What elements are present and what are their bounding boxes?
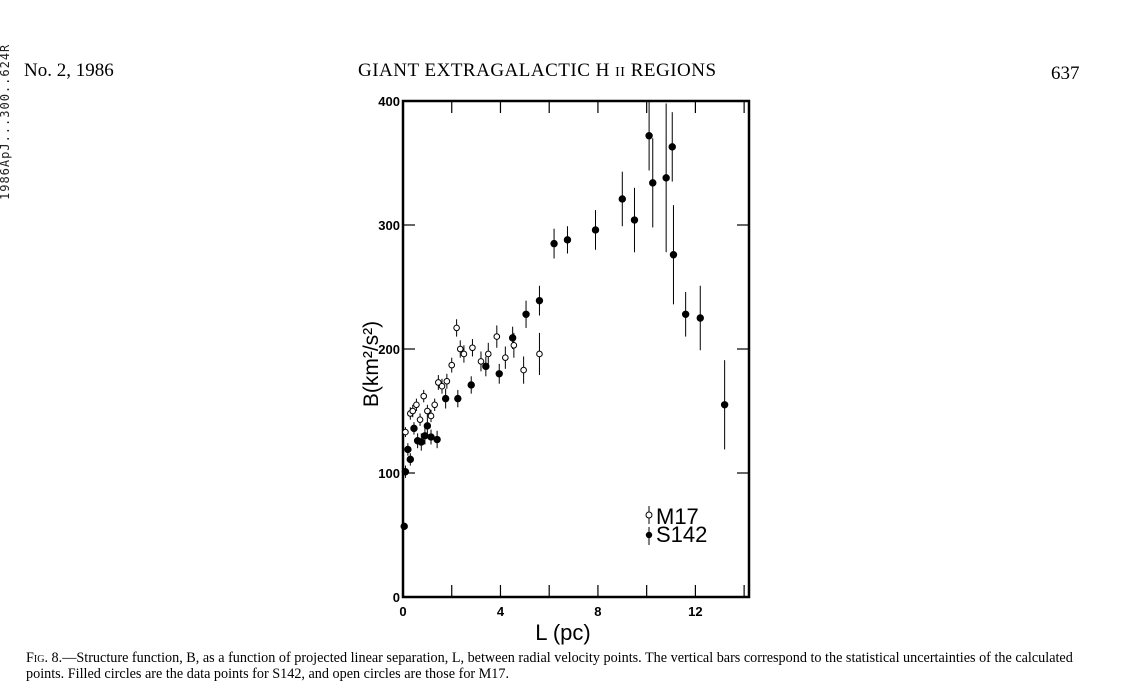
y-tick-label: 200 bbox=[378, 342, 400, 357]
s142-data-point bbox=[681, 310, 690, 318]
y-tick-label: 0 bbox=[393, 590, 400, 605]
chart-legend: M17 S142 bbox=[645, 504, 707, 547]
legend-s142-marker bbox=[645, 531, 653, 539]
s142-data-point bbox=[591, 226, 600, 234]
m17-data-point bbox=[438, 382, 446, 390]
m17-data-point bbox=[416, 416, 424, 423]
s142-data-point bbox=[645, 132, 653, 140]
issue-header: No. 2, 1986 bbox=[24, 60, 114, 81]
m17-data-point bbox=[460, 350, 468, 358]
page-number: 637 bbox=[1051, 63, 1080, 84]
running-title-tail: REGIONS bbox=[630, 60, 717, 81]
s142-data-point bbox=[417, 438, 425, 446]
figure-caption: Fig. 8.—Structure function, B, as a func… bbox=[26, 650, 1086, 682]
s142-data-point bbox=[400, 522, 408, 531]
m17-data-point bbox=[402, 428, 409, 436]
structure-function-chart: 0 4 8 12 0 100 200 300 400 L (pc) B(km²/s²) M17 … bbox=[360, 94, 751, 645]
running-title-main: GIANT EXTRAGALACTIC H bbox=[358, 60, 610, 81]
x-tick-label: 0 bbox=[399, 604, 406, 619]
s142-data-point bbox=[406, 455, 415, 464]
m17-data-point bbox=[448, 361, 456, 369]
s142-data-point bbox=[696, 314, 704, 322]
s142-data-point bbox=[668, 143, 676, 151]
x-tick-label: 8 bbox=[594, 604, 601, 619]
s142-data-point bbox=[433, 435, 441, 444]
s142-data-point bbox=[669, 251, 678, 259]
s142-data-point bbox=[401, 468, 410, 476]
running-title: GIANT EXTRAGALACTIC H II REGIONS bbox=[358, 60, 717, 82]
chart-marks bbox=[400, 101, 729, 531]
s142-data-point bbox=[720, 401, 729, 409]
m17-data-point bbox=[502, 354, 509, 361]
m17-data-point bbox=[456, 345, 464, 353]
legend-m17-label: M17 bbox=[656, 504, 699, 529]
s142-data-point bbox=[522, 310, 530, 318]
running-title-roman: II bbox=[615, 65, 626, 80]
figure-caption-text: —Structure function, B, as a function of… bbox=[26, 650, 1073, 682]
s142-data-point bbox=[618, 195, 626, 203]
y-tick-label: 100 bbox=[378, 466, 400, 481]
y-tick-label: 400 bbox=[378, 94, 400, 109]
s142-data-point bbox=[454, 394, 462, 403]
m17-data-point bbox=[520, 366, 527, 374]
s142-data-point bbox=[423, 422, 432, 430]
figure-caption-label: Fig. 8. bbox=[26, 650, 63, 666]
tick-labels: 0 4 8 12 0 100 200 300 400 bbox=[378, 94, 702, 619]
m17-data-point bbox=[427, 412, 435, 420]
m17-data-point bbox=[413, 401, 420, 409]
x-axis-label: L (pc) bbox=[535, 620, 590, 645]
s142-data-point bbox=[410, 424, 418, 433]
legend-m17-marker bbox=[645, 511, 653, 519]
s142-data-point bbox=[508, 334, 517, 342]
y-tick-label: 300 bbox=[378, 218, 400, 233]
m17-data-point bbox=[443, 377, 451, 385]
m17-data-point bbox=[420, 392, 428, 400]
s142-data-point bbox=[482, 362, 490, 371]
s142-data-point bbox=[404, 445, 412, 454]
x-tick-label: 4 bbox=[497, 604, 505, 619]
m17-data-point bbox=[536, 350, 543, 358]
s142-data-point bbox=[662, 174, 670, 182]
s142-data-point bbox=[550, 239, 558, 248]
s142-data-point bbox=[630, 216, 639, 224]
m17-data-point bbox=[424, 407, 431, 415]
m17-data-point bbox=[431, 401, 438, 409]
m17-data-point bbox=[477, 358, 485, 365]
m17-data-point bbox=[493, 333, 501, 340]
s142-data-point bbox=[441, 394, 450, 403]
y-axis-label: B(km²/s²) bbox=[360, 321, 383, 407]
chart-ticks bbox=[402, 100, 749, 598]
s142-data-point bbox=[495, 370, 503, 378]
m17-data-point bbox=[469, 344, 476, 352]
m17-data-point bbox=[484, 350, 492, 358]
m17-data-point bbox=[409, 407, 417, 415]
x-tick-label: 12 bbox=[688, 604, 702, 619]
s142-data-point bbox=[535, 296, 544, 305]
s142-data-point bbox=[563, 236, 572, 244]
legend-s142-label: S142 bbox=[656, 522, 707, 547]
m17-data-point bbox=[510, 341, 518, 349]
m17-data-point bbox=[453, 324, 460, 332]
s142-data-point bbox=[649, 179, 657, 187]
s142-data-point bbox=[427, 433, 435, 441]
s142-data-point bbox=[467, 381, 475, 389]
